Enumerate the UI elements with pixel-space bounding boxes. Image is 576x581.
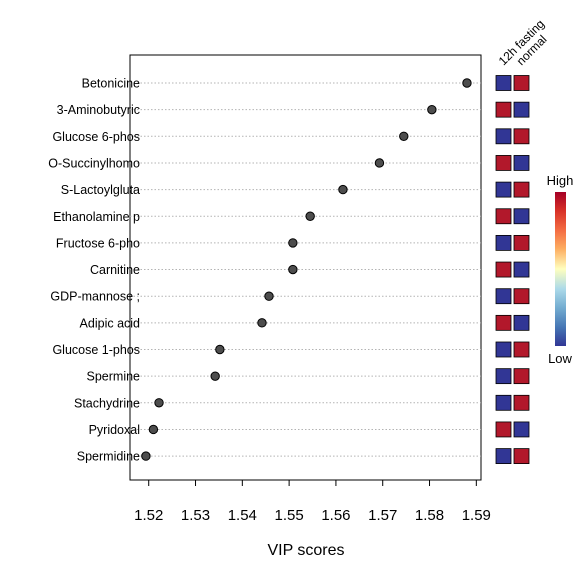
feature-labels: Betonicine 3-Aminobutyric Glucose 6-phos O-… [48, 77, 140, 464]
heatmap-cell [513, 394, 530, 411]
data-point [374, 158, 385, 168]
x-tick-label: 1.58 [415, 507, 444, 524]
heatmap-cell [513, 75, 530, 91]
x-tick-label: 1.54 [228, 507, 257, 524]
data-point [399, 131, 409, 142]
data-point [215, 344, 225, 355]
heatmap-cell [495, 261, 512, 278]
heatmap-cell [513, 155, 530, 171]
heatmap-cell [513, 368, 530, 385]
feature-label: S-Lactoylgluta [61, 183, 140, 197]
heatmap-cell [513, 261, 530, 278]
heatmap-cell [513, 181, 530, 198]
colorbar [555, 192, 566, 346]
feature-label: Pyridoxal [89, 423, 140, 437]
heatmap-cell [513, 234, 530, 251]
plot-frame [129, 54, 482, 481]
feature-label: Glucose 6-phos [52, 130, 140, 144]
heatmap-cell [495, 101, 512, 118]
colorbar-high-label: High [547, 173, 574, 188]
heatmap-cell [495, 288, 512, 305]
heatmap-cell [513, 208, 530, 225]
x-tick-label: 1.52 [134, 507, 163, 524]
colorbar-low-label: Low [548, 351, 572, 366]
heatmap-cell [495, 421, 512, 438]
heatmap-cell [495, 314, 512, 331]
feature-label: Adipic acid [80, 316, 140, 330]
heatmap-cells [495, 75, 530, 465]
heatmap-cell [513, 128, 530, 145]
feature-label: Spermine [87, 370, 141, 384]
x-tick-label: 1.55 [275, 507, 304, 524]
heatmap-cell [495, 208, 512, 225]
heatmap-cell [513, 341, 530, 358]
heatmap-cell [495, 234, 512, 251]
feature-label: 3-Aminobutyric [57, 103, 140, 117]
feature-label: Stachydrine [74, 396, 140, 410]
heatmap-cell [513, 101, 530, 118]
heatmap-cell [495, 368, 512, 385]
data-point [305, 211, 315, 221]
feature-label: O-Succinylhomo [48, 156, 140, 170]
data-point [154, 398, 164, 408]
feature-label: Ethanolamine p [53, 210, 140, 224]
x-tick-label: 1.56 [321, 507, 350, 524]
x-tick-label: 1.59 [462, 507, 491, 524]
feature-label: Spermidine [77, 450, 140, 464]
data-point [264, 291, 274, 301]
feature-label: Fructose 6-pho [56, 236, 140, 250]
x-tick-label: 1.53 [181, 507, 210, 524]
feature-label: GDP-mannose ; [50, 290, 140, 304]
heatmap-cell [495, 75, 512, 91]
data-point [288, 264, 298, 275]
data-point [257, 318, 267, 328]
data-point [288, 238, 298, 248]
feature-label: Glucose 1-phos [52, 343, 140, 357]
heatmap-cell [513, 448, 530, 465]
data-point [338, 184, 348, 195]
feature-label: Betonicine [82, 77, 140, 91]
heatmap-cell [513, 288, 530, 305]
data-point [427, 104, 437, 115]
feature-label: Carnitine [90, 263, 140, 277]
data-points [141, 78, 472, 461]
grid-lines [130, 82, 481, 457]
x-tick-label: 1.57 [368, 507, 397, 524]
heatmap-cell [495, 155, 512, 171]
x-axis: 1.52 1.53 1.54 1.55 1.56 1.57 1.58 1.59 [130, 479, 491, 524]
heatmap-cell [495, 181, 512, 198]
data-point [462, 78, 472, 88]
heatmap-cell [495, 341, 512, 358]
heatmap-cell [495, 448, 512, 465]
x-axis-title: VIP scores [267, 542, 344, 559]
heatmap-cell [495, 128, 512, 145]
data-point [141, 451, 151, 461]
heatmap-cell [495, 394, 512, 411]
data-point [148, 424, 159, 435]
heatmap-cell [513, 421, 530, 438]
data-point [210, 371, 220, 381]
heatmap-cell [513, 314, 530, 331]
